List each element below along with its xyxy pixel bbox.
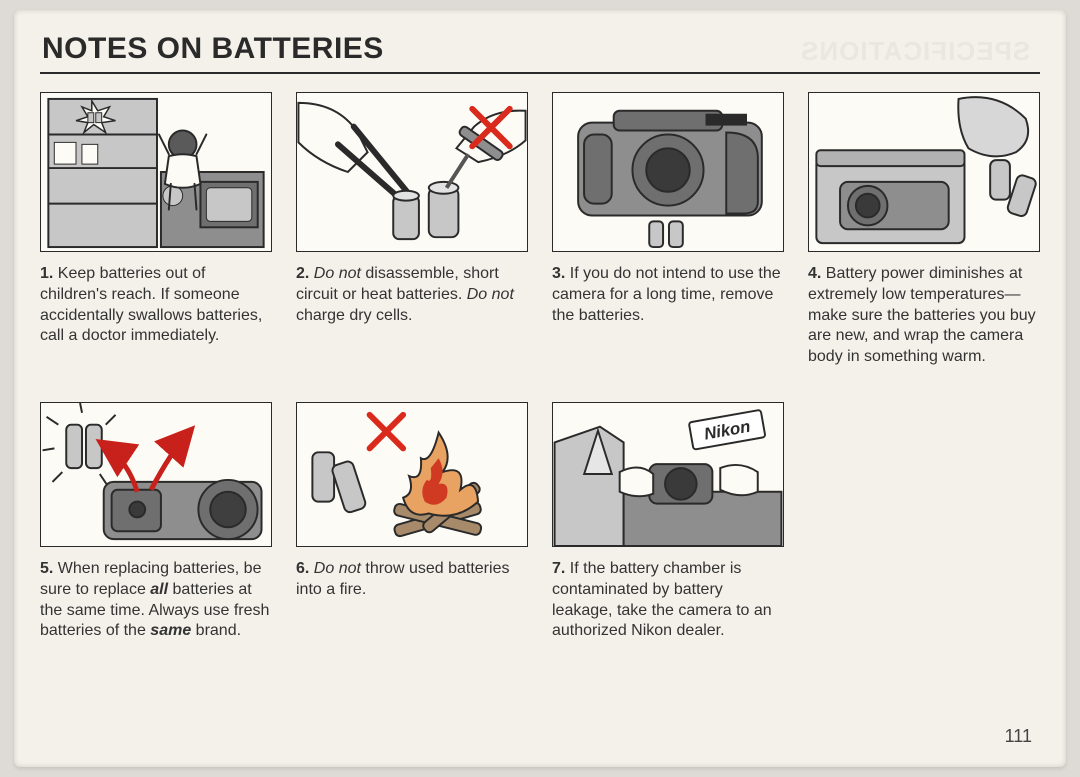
note-number: 2. <box>296 265 309 282</box>
title-rule <box>40 72 1040 74</box>
note-number: 7. <box>552 560 565 577</box>
note-6: 6. Do not throw used batteries into a fi… <box>296 402 528 642</box>
illustration-fire <box>297 403 527 546</box>
note-number: 3. <box>552 265 565 282</box>
figure-1 <box>40 92 272 252</box>
note-number: 1. <box>40 265 53 282</box>
page-number: 111 <box>1005 726 1032 747</box>
illustration-replace-all <box>41 403 271 546</box>
caption-3: 3. If you do not intend to use the camer… <box>552 264 784 326</box>
caption-4: 4. Battery power diminishes at extremely… <box>808 264 1040 368</box>
note-4: 4. Battery power diminishes at extremely… <box>808 92 1040 368</box>
figure-3 <box>552 92 784 252</box>
note-1: 1. Keep batteries out of children's reac… <box>40 92 272 368</box>
illustration-cold <box>809 93 1039 251</box>
caption-5: 5. When replacing batteries, be sure to … <box>40 559 272 642</box>
note-text: Keep batteries out of children's reach. … <box>40 265 262 344</box>
note-text: When replacing batteries, be sure to rep… <box>40 560 269 639</box>
note-2: 2. Do not disassemble, short circuit or … <box>296 92 528 368</box>
caption-7: 7. If the battery chamber is contaminate… <box>552 559 784 642</box>
bleed-through-text: SPECIFICATIONS <box>800 36 1030 67</box>
note-text: If you do not intend to use the camera f… <box>552 265 781 324</box>
note-number: 4. <box>808 265 821 282</box>
prohibit-x-icon <box>370 415 404 449</box>
figure-7: Nikon <box>552 402 784 547</box>
empty-cell <box>808 402 1040 642</box>
manual-page: SPECIFICATIONS NOTES ON BATTERIES <box>14 10 1066 767</box>
note-text: Do not disassemble, short circuit or hea… <box>296 265 514 324</box>
caption-1: 1. Keep batteries out of children's reac… <box>40 264 272 347</box>
figure-2 <box>296 92 528 252</box>
notes-grid: 1. Keep batteries out of children's reac… <box>40 92 1040 642</box>
figure-4 <box>808 92 1040 252</box>
note-text: Battery power diminishes at extremely lo… <box>808 265 1036 365</box>
note-5: 5. When replacing batteries, be sure to … <box>40 402 272 642</box>
note-number: 6. <box>296 560 309 577</box>
illustration-child-shelf <box>41 93 271 251</box>
illustration-disassemble <box>297 93 527 251</box>
illustration-remove-batteries <box>553 93 783 251</box>
note-number: 5. <box>40 560 53 577</box>
caption-6: 6. Do not throw used batteries into a fi… <box>296 559 528 601</box>
note-text: Do not throw used batteries into a fire. <box>296 560 509 598</box>
note-text: If the battery chamber is contaminated b… <box>552 560 772 639</box>
illustration-dealer: Nikon <box>553 403 783 546</box>
figure-5 <box>40 402 272 547</box>
note-7: Nikon 7. If the battery chamber is conta… <box>552 402 784 642</box>
caption-2: 2. Do not disassemble, short circuit or … <box>296 264 528 326</box>
note-3: 3. If you do not intend to use the camer… <box>552 92 784 368</box>
figure-6 <box>296 402 528 547</box>
